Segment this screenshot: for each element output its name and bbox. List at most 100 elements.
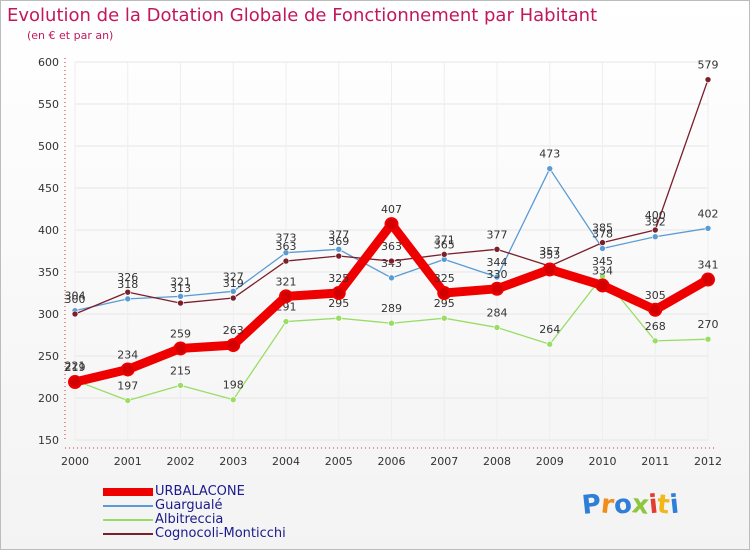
y-tick-label: 600 bbox=[38, 56, 59, 69]
data-label: 305 bbox=[645, 289, 666, 302]
y-tick-label: 250 bbox=[38, 350, 59, 363]
x-tick-label: 2010 bbox=[589, 455, 617, 468]
legend-label: Guargualé bbox=[155, 498, 223, 513]
data-label: 295 bbox=[434, 297, 455, 310]
legend-swatch bbox=[103, 488, 153, 496]
data-label: 284 bbox=[487, 306, 508, 319]
data-point bbox=[124, 288, 132, 296]
data-point bbox=[704, 225, 712, 232]
y-tick-label: 300 bbox=[38, 308, 59, 321]
y-tick-label: 550 bbox=[38, 98, 59, 111]
data-point bbox=[335, 314, 343, 322]
data-point bbox=[599, 245, 606, 252]
chart-subtitle: (en € et par an) bbox=[27, 29, 114, 42]
x-tick-label: 2001 bbox=[114, 455, 142, 468]
data-point bbox=[546, 165, 554, 172]
legend-swatch bbox=[103, 519, 153, 521]
data-label: 327 bbox=[223, 270, 244, 283]
data-label: 268 bbox=[645, 320, 666, 333]
y-tick-label: 450 bbox=[38, 182, 59, 195]
legend-label: Cognocoli-Monticchi bbox=[155, 526, 286, 541]
data-label: 363 bbox=[276, 240, 297, 253]
data-label: 377 bbox=[487, 228, 508, 241]
data-label: 263 bbox=[223, 324, 244, 337]
data-label: 300 bbox=[65, 293, 86, 306]
x-tick-label: 2009 bbox=[536, 455, 564, 468]
x-tick-label: 2004 bbox=[272, 455, 300, 468]
data-point bbox=[440, 314, 448, 322]
data-label: 234 bbox=[117, 348, 138, 361]
data-point bbox=[599, 239, 606, 246]
data-label: 378 bbox=[592, 227, 613, 240]
legend-swatch bbox=[103, 533, 153, 535]
data-label: 365 bbox=[434, 238, 455, 251]
data-point bbox=[493, 273, 501, 281]
data-label: 373 bbox=[276, 232, 297, 245]
data-label: 295 bbox=[328, 297, 349, 310]
x-tick-label: 2007 bbox=[430, 455, 458, 468]
data-label: 321 bbox=[170, 275, 191, 288]
data-label: 363 bbox=[381, 240, 402, 253]
legend-item: Cognocoli-Monticchi bbox=[103, 527, 343, 541]
data-point bbox=[704, 76, 712, 83]
data-point bbox=[384, 217, 399, 232]
proxiti-logo: Proxiti bbox=[580, 489, 680, 521]
x-tick-label: 2006 bbox=[378, 455, 406, 468]
data-point bbox=[124, 295, 132, 303]
data-point bbox=[279, 289, 293, 304]
data-label: 392 bbox=[645, 216, 666, 229]
data-label: 334 bbox=[592, 264, 613, 277]
data-label: 325 bbox=[434, 272, 455, 285]
x-tick-label: 2008 bbox=[483, 455, 511, 468]
data-label: 321 bbox=[276, 275, 297, 288]
data-label: 289 bbox=[381, 302, 402, 315]
data-label: 319 bbox=[223, 277, 244, 290]
data-point bbox=[595, 278, 610, 293]
legend-item: Albitreccia bbox=[103, 513, 343, 527]
data-point bbox=[331, 286, 346, 300]
y-tick-label: 500 bbox=[38, 140, 59, 153]
data-label: 579 bbox=[698, 59, 719, 72]
legend-label: URBALACONE bbox=[155, 484, 245, 499]
y-tick-label: 200 bbox=[38, 392, 59, 405]
x-tick-label: 2005 bbox=[325, 455, 353, 468]
data-point bbox=[124, 397, 132, 404]
data-point bbox=[493, 246, 501, 253]
data-label: 400 bbox=[645, 209, 666, 222]
data-label: 377 bbox=[328, 228, 349, 241]
data-point bbox=[388, 274, 395, 282]
data-point bbox=[704, 335, 712, 343]
series-urbalacone: 219 234 259 263 321 325 407 325 330 353 334 305 341 bbox=[65, 203, 719, 390]
legend-swatch bbox=[103, 505, 153, 507]
data-point bbox=[282, 318, 290, 325]
data-point bbox=[177, 299, 184, 307]
data-label: 345 bbox=[592, 255, 613, 268]
x-tick-label: 2011 bbox=[641, 455, 669, 468]
data-point bbox=[177, 293, 184, 300]
data-label: 344 bbox=[487, 256, 508, 269]
data-label: 326 bbox=[117, 271, 138, 284]
data-point bbox=[229, 294, 237, 302]
legend-item: URBALACONE bbox=[103, 485, 343, 499]
legend-item: Guargualé bbox=[103, 499, 343, 513]
data-label: 330 bbox=[487, 268, 508, 281]
data-label: 357 bbox=[539, 245, 560, 258]
data-label: 219 bbox=[65, 361, 86, 374]
data-label: 402 bbox=[698, 207, 719, 220]
legend-label: Albitreccia bbox=[155, 512, 224, 527]
data-point bbox=[440, 251, 448, 258]
data-label: 473 bbox=[539, 148, 560, 161]
y-tick-label: 150 bbox=[38, 434, 59, 447]
x-tick-label: 2012 bbox=[694, 455, 722, 468]
data-label: 313 bbox=[170, 282, 191, 295]
data-point bbox=[335, 252, 343, 260]
data-point bbox=[71, 310, 79, 318]
series-cognocoli-monticchi: 300 326 313 319 363 369 363 371 377 357 385 400 579 bbox=[65, 59, 719, 318]
data-label: 270 bbox=[698, 318, 719, 331]
data-point bbox=[226, 338, 241, 353]
data-label: 198 bbox=[223, 379, 244, 392]
data-point bbox=[542, 262, 557, 277]
data-point bbox=[437, 286, 452, 300]
